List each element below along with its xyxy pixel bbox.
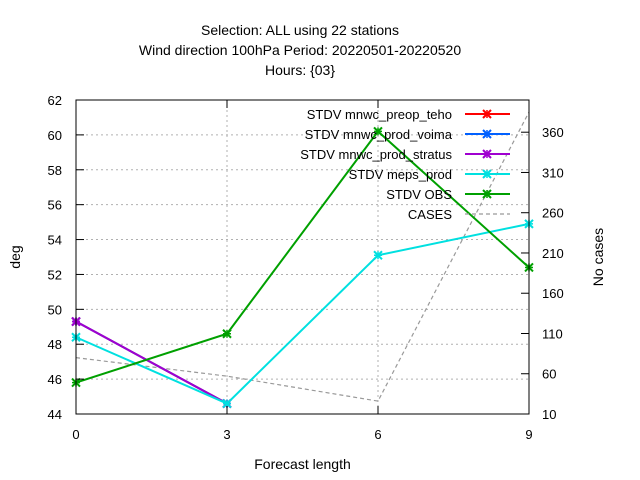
y-tick-label: 60: [48, 128, 62, 143]
y-tick-label: 56: [48, 198, 62, 213]
y2-tick-label: 360: [542, 125, 564, 140]
legend-marker: [482, 149, 492, 159]
y-tick-label: 44: [48, 407, 62, 422]
y-tick-label: 54: [48, 233, 62, 248]
data-point: [373, 250, 383, 260]
y-tick-label: 62: [48, 93, 62, 108]
y2-tick-label: 110: [542, 326, 563, 341]
title-line: Selection: ALL using 22 stations: [201, 22, 399, 38]
y2-tick-label: 160: [542, 286, 564, 301]
y-tick-label: 46: [48, 372, 62, 387]
legend-label: STDV mnwc_prod_stratus: [300, 147, 452, 162]
x-tick-label: 0: [72, 427, 79, 442]
title-line: Hours: {03}: [265, 62, 335, 78]
legend-label: STDV mnwc_prod_voima: [305, 127, 453, 142]
legend-label: STDV OBS: [386, 187, 452, 202]
legend-marker: [482, 109, 492, 119]
series-line: [75, 129, 530, 384]
legend-marker: [482, 169, 492, 179]
legend-label: CASES: [408, 207, 452, 222]
legend-marker: [482, 189, 492, 199]
y2-tick-label: 310: [542, 165, 564, 180]
data-point: [222, 398, 232, 409]
chart-title: Selection: ALL using 22 stations Wind dir…: [139, 22, 461, 78]
y2-tick-label: 10: [542, 407, 556, 422]
y2-axis-label: No cases: [590, 228, 606, 286]
legend-label: STDV mnwc_preop_teho: [307, 107, 452, 122]
series-line: [75, 222, 530, 405]
legend-label: STDV meps_prod: [349, 167, 452, 182]
data-point: [373, 126, 383, 137]
y-axis-label: deg: [7, 245, 23, 268]
y2-tick-label: 260: [542, 206, 564, 221]
axis-ticks: 44 46 48 50 52 54 56 58 60 62 0 3 6 9 10 60 110 160 210 260…: [48, 93, 564, 442]
y2-tick-label: 60: [542, 367, 556, 382]
x-tick-label: 3: [223, 427, 230, 442]
x-tick-label: 6: [374, 427, 381, 442]
legend-marker: [482, 129, 492, 139]
series-layer: [71, 111, 534, 409]
y-tick-label: 48: [48, 337, 62, 352]
plot-frame: [75, 99, 530, 415]
y-tick-label: 58: [48, 163, 62, 178]
data-point: [222, 329, 232, 339]
series-5: [71, 126, 534, 388]
y2-tick-label: 210: [542, 246, 564, 261]
series-line: [75, 320, 228, 405]
y-tick-label: 50: [48, 302, 62, 317]
y-tick-label: 52: [48, 267, 62, 282]
grid: [76, 100, 529, 414]
x-axis-label: Forecast length: [254, 456, 351, 472]
legend: STDV mnwc_preop_teho STDV mnwc_prod_voima…: [300, 107, 510, 222]
title-line: Wind direction 100hPa Period: 20220501-2…: [139, 42, 461, 58]
x-tick-label: 9: [525, 427, 532, 442]
